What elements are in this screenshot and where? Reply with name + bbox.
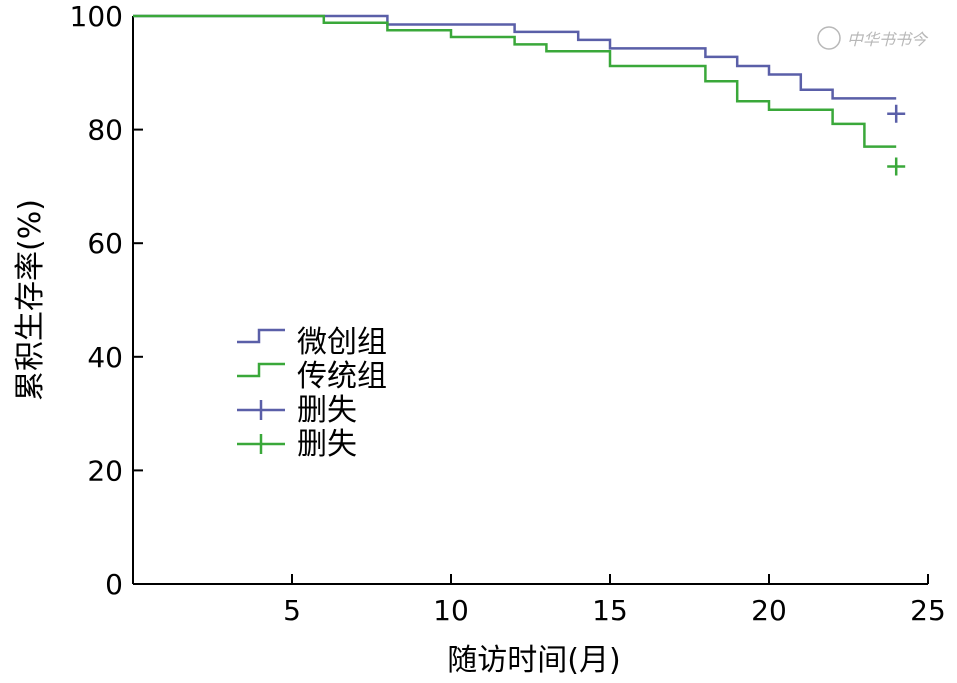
y-axis-title: 累积生存率(%) (13, 199, 48, 401)
y-tick-label: 100 (70, 0, 123, 33)
y-tick-label: 0 (105, 568, 123, 601)
legend-censor-swatch (237, 434, 285, 454)
series-line-1 (133, 14, 897, 100)
x-tick-label: 5 (283, 594, 301, 627)
x-tick-label: 15 (592, 594, 628, 627)
y-ticks: 0 20 40 60 80 100 (70, 0, 143, 601)
legend-line-swatch (237, 328, 285, 344)
x-tick-label: 25 (910, 594, 946, 627)
y-tick-label: 20 (87, 454, 123, 487)
legend-label: 删失 (297, 393, 357, 428)
x-tick-label: 20 (751, 594, 787, 627)
legend-line-swatch (237, 362, 285, 378)
y-tick-label: 60 (87, 227, 123, 260)
watermark: 中华书书今 (817, 26, 929, 50)
watermark-text: 中华书书今 (847, 30, 929, 49)
censor-mark-1 (887, 104, 906, 123)
legend-label: 微创组 (297, 325, 387, 360)
series-line-2 (133, 14, 897, 148)
y-tick-label: 40 (87, 341, 123, 374)
censor-layer (887, 104, 906, 176)
x-ticks: 5 10 15 20 25 (283, 574, 946, 627)
legend-censor-swatch (237, 400, 285, 420)
x-tick-label: 10 (433, 594, 469, 627)
watermark-logo-icon (817, 26, 841, 50)
legend-label: 删失 (297, 427, 357, 462)
y-tick-label: 80 (87, 114, 123, 147)
series-layer (133, 14, 897, 148)
x-axis-title: 随访时间(月) (447, 643, 620, 678)
legend-label: 传统组 (297, 359, 387, 394)
censor-mark-2 (887, 157, 906, 176)
